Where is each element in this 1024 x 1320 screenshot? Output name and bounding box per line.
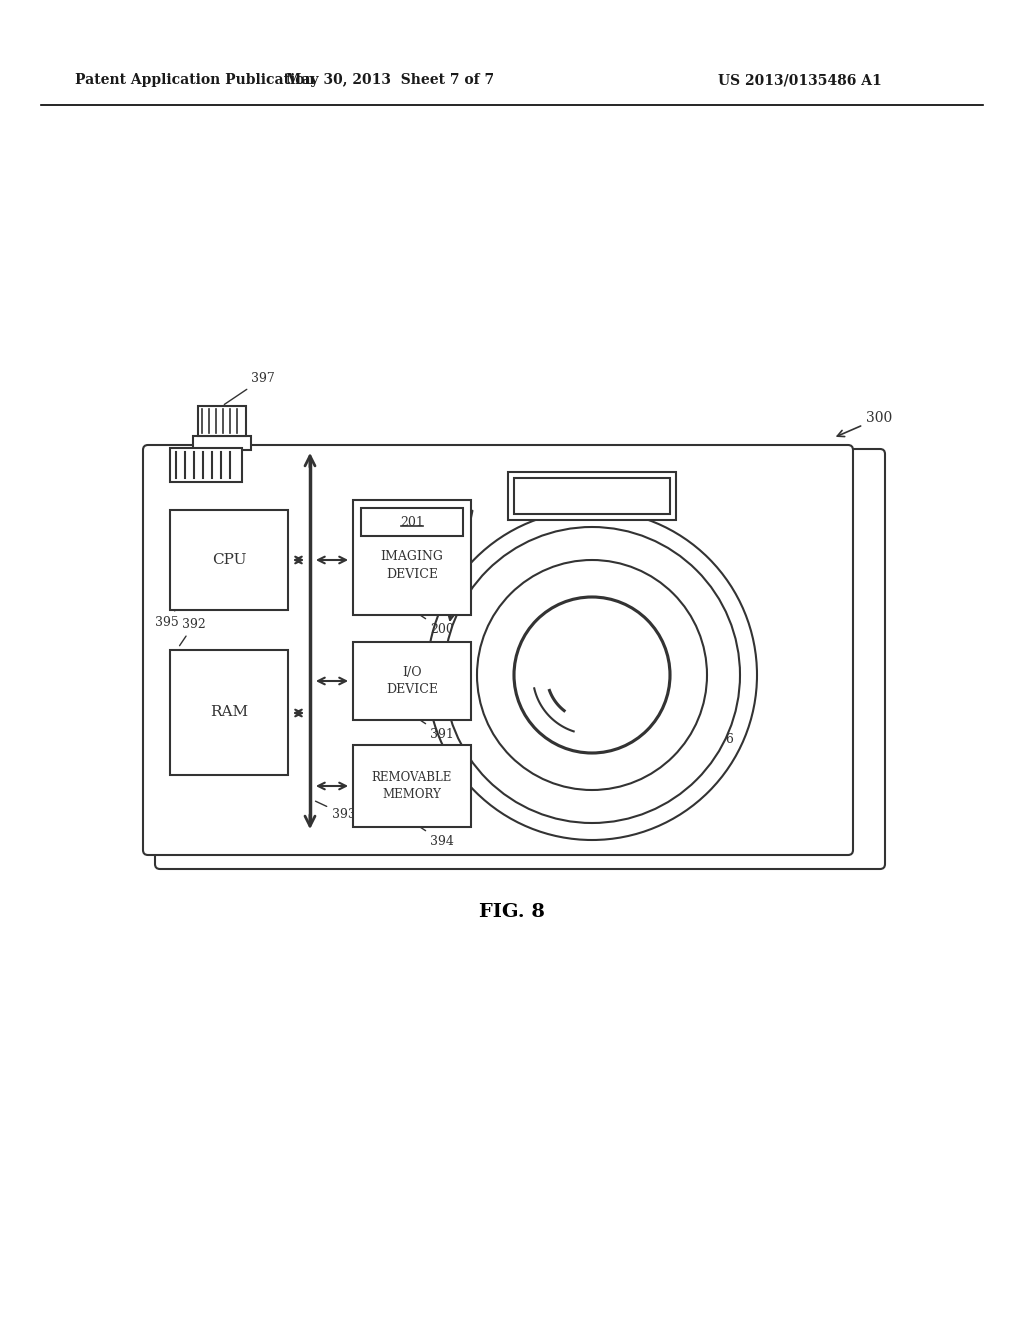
Bar: [193, 436, 251, 450]
Circle shape: [477, 560, 707, 789]
Text: CPU: CPU: [212, 553, 246, 568]
Bar: [514, 478, 670, 513]
Bar: [170, 447, 242, 482]
Bar: [361, 508, 463, 536]
Circle shape: [427, 510, 757, 840]
Bar: [353, 500, 471, 615]
Bar: [198, 407, 246, 436]
Text: I/O
DEVICE: I/O DEVICE: [386, 667, 438, 696]
Text: 395: 395: [155, 609, 179, 630]
Text: 394: 394: [419, 826, 454, 847]
Circle shape: [444, 527, 740, 822]
Text: FIG. 8: FIG. 8: [479, 903, 545, 921]
Bar: [353, 744, 471, 828]
Bar: [353, 642, 471, 719]
Text: Patent Application Publication: Patent Application Publication: [75, 73, 314, 87]
FancyBboxPatch shape: [155, 449, 885, 869]
Text: REMOVABLE
MEMORY: REMOVABLE MEMORY: [372, 771, 453, 801]
Text: US 2013/0135486 A1: US 2013/0135486 A1: [718, 73, 882, 87]
Bar: [170, 510, 288, 610]
Text: 393: 393: [315, 801, 356, 821]
FancyBboxPatch shape: [143, 445, 853, 855]
Text: 391: 391: [419, 719, 454, 741]
Text: 300: 300: [838, 411, 892, 437]
Text: 200: 200: [419, 615, 454, 636]
Text: RAM: RAM: [210, 705, 248, 719]
Text: 392: 392: [179, 618, 206, 645]
Text: 397: 397: [224, 372, 274, 404]
Circle shape: [514, 597, 670, 752]
Text: May 30, 2013  Sheet 7 of 7: May 30, 2013 Sheet 7 of 7: [286, 73, 494, 87]
Bar: [170, 649, 288, 775]
Text: 396: 396: [689, 733, 734, 762]
Bar: [508, 473, 676, 520]
Text: IMAGING
DEVICE: IMAGING DEVICE: [381, 550, 443, 581]
Text: 201: 201: [400, 516, 424, 528]
